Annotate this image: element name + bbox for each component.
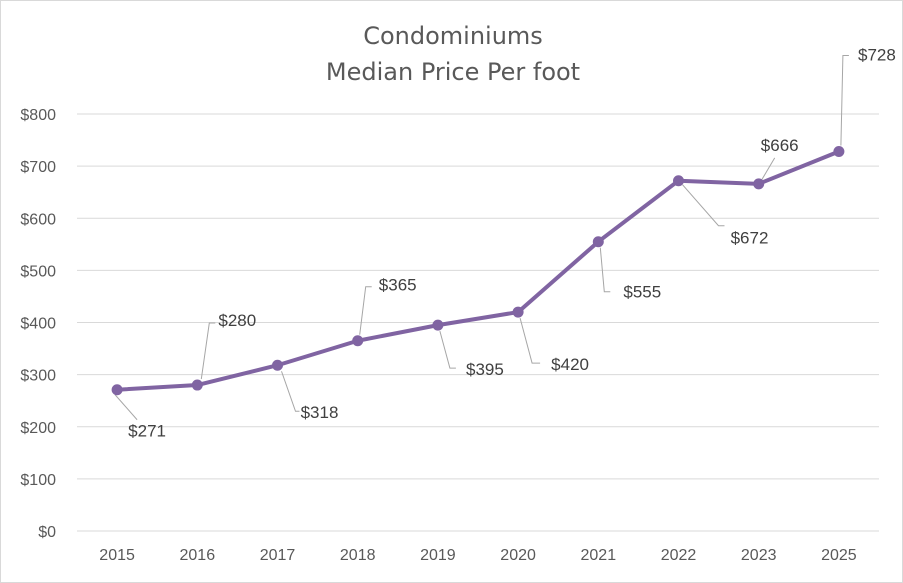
x-tick-label: 2018	[340, 547, 376, 564]
data-label: $666	[761, 136, 799, 155]
data-label: $420	[551, 355, 589, 374]
leader-line	[200, 322, 216, 380]
data-point	[111, 384, 123, 396]
chart-title-line-2: Median Price Per foot	[326, 58, 580, 86]
data-labels: $271 $280 $318 $365 $395 $420 $555 $672 $666 $728	[128, 46, 896, 441]
leader-line	[840, 55, 849, 146]
data-label-leader-lines	[114, 55, 849, 421]
data-label: $672	[731, 229, 769, 248]
data-label: $728	[858, 46, 896, 65]
data-point	[753, 178, 765, 190]
x-tick-label: 2023	[741, 547, 777, 564]
data-point	[592, 236, 604, 248]
leader-line	[519, 317, 541, 364]
x-tick-label: 2019	[420, 547, 456, 564]
gridlines	[77, 113, 879, 532]
chart-title: Condominiums Median Price Per foot	[326, 22, 580, 86]
data-point	[191, 379, 203, 391]
y-axis: $0 $100 $200 $300 $400 $500 $600 $700 $800	[20, 107, 56, 541]
y-tick-label: $100	[20, 472, 56, 489]
leader-line	[359, 286, 372, 335]
data-point	[352, 335, 364, 347]
data-point	[673, 175, 684, 187]
y-tick-label: $700	[20, 159, 56, 176]
x-tick-label: 2020	[500, 547, 536, 564]
data-label: $318	[301, 403, 339, 422]
data-point	[432, 319, 444, 331]
chart-title-line-1: Condominiums	[363, 22, 543, 50]
leader-line	[761, 157, 776, 181]
leader-line	[439, 330, 456, 369]
data-label: $271	[128, 422, 166, 441]
y-tick-label: $800	[20, 107, 56, 124]
y-tick-label: $600	[20, 211, 56, 228]
y-tick-label: $500	[20, 263, 56, 280]
data-point	[272, 359, 283, 371]
series	[111, 146, 845, 396]
x-tick-label: 2016	[180, 547, 216, 564]
x-axis: 2015 2016 2017 2018 2019 2020 2021 2022 2023 2025	[99, 547, 856, 564]
y-tick-label: $400	[20, 316, 56, 333]
leader-line	[114, 394, 138, 421]
data-label: $555	[623, 283, 661, 302]
data-label: $280	[218, 311, 256, 330]
series-line	[115, 149, 841, 392]
data-label: $395	[466, 360, 504, 379]
data-point	[512, 306, 524, 318]
y-tick-label: $300	[20, 368, 56, 385]
x-tick-label: 2022	[661, 547, 697, 564]
y-tick-label: $0	[38, 524, 56, 541]
leader-line	[599, 247, 611, 293]
leader-line	[281, 371, 300, 412]
x-tick-label: 2021	[581, 547, 617, 564]
y-tick-label: $200	[20, 420, 56, 437]
data-label: $365	[379, 276, 417, 295]
leader-line	[682, 184, 725, 227]
x-tick-label: 2025	[821, 547, 857, 564]
data-point	[833, 146, 845, 158]
x-tick-label: 2015	[99, 547, 135, 564]
x-tick-label: 2017	[260, 547, 296, 564]
